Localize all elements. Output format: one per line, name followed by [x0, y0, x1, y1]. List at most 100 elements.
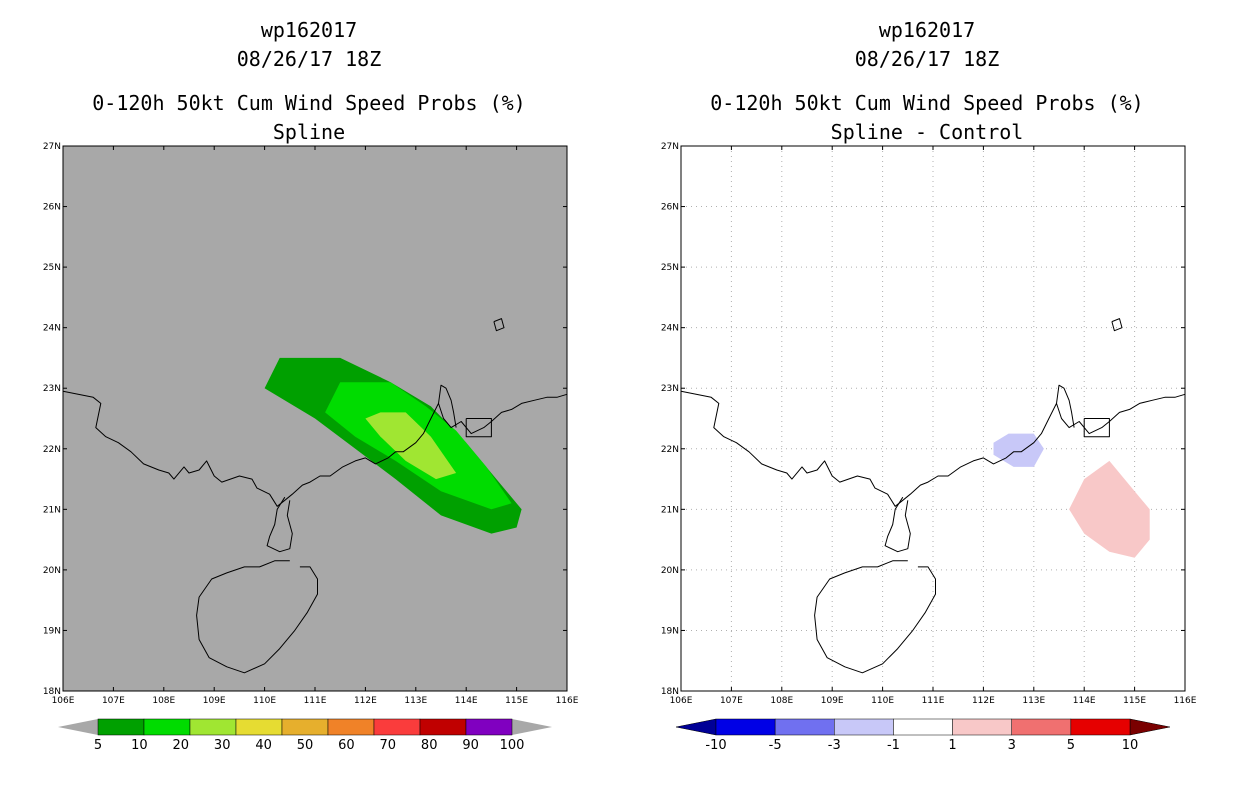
y-tick-label: 23N	[661, 384, 679, 394]
y-tick-label: 27N	[661, 142, 679, 152]
colorbar-label: 60	[338, 738, 355, 753]
colorbar-label: 10	[131, 738, 148, 753]
colorbar-segment	[952, 718, 1012, 736]
colorbar-segment	[419, 718, 467, 736]
x-tick-label: 108E	[152, 696, 175, 706]
y-tick-label: 21N	[661, 505, 679, 515]
colorbar-segment	[281, 718, 329, 736]
x-tick-label: 112E	[972, 696, 995, 706]
x-tick-label: 112E	[354, 696, 377, 706]
contour-level--1	[993, 433, 1044, 467]
colorbar-end-low	[675, 718, 717, 736]
y-tick-label: 26N	[43, 203, 61, 213]
colorbar-segment	[189, 718, 237, 736]
x-tick-label: 109E	[203, 696, 226, 706]
colorbar-label: 5	[1067, 738, 1075, 753]
coastline	[196, 560, 318, 674]
colorbar-label: 50	[297, 738, 314, 753]
coastline	[266, 496, 293, 553]
y-tick-label: 24N	[661, 324, 679, 334]
panel-datetime: 08/26/17 18Z	[855, 47, 1000, 71]
colorbar-segment	[235, 718, 283, 736]
panel-title: 0-120h 50kt Cum Wind Speed Probs (%)	[710, 91, 1143, 115]
x-tick-label: 116E	[556, 696, 579, 706]
coastline	[465, 418, 492, 438]
coastline	[884, 496, 911, 553]
colorbar-label: 30	[214, 738, 231, 753]
y-tick-label: 25N	[661, 263, 679, 273]
x-tick-label: 116E	[1174, 696, 1197, 706]
x-tick-label: 113E	[1022, 696, 1045, 706]
y-tick-label: 19N	[661, 626, 679, 636]
colorbar-end-high	[512, 719, 552, 735]
colorbar-label: -1	[887, 738, 900, 753]
coastline	[493, 318, 505, 332]
colorbar: -10 -5 -3 -1 1 3 5 10	[675, 718, 1171, 753]
coastline	[680, 390, 1186, 507]
colorbar-label: 70	[380, 738, 397, 753]
colorbar-segment	[143, 718, 191, 736]
x-tick-label: 111E	[304, 696, 327, 706]
colorbar-segment	[1011, 718, 1072, 736]
x-tick-label: 110E	[253, 696, 276, 706]
x-tick-label: 111E	[922, 696, 945, 706]
panel-title: 0-120h 50kt Cum Wind Speed Probs (%)	[92, 91, 525, 115]
panel-subtitle: Spline - Control	[831, 120, 1024, 144]
y-tick-label: 23N	[43, 384, 61, 394]
colorbar-label: 10	[1122, 738, 1139, 753]
colorbar-segment	[893, 718, 953, 736]
x-tick-label: 106E	[52, 696, 75, 706]
colorbar-label: -5	[769, 738, 782, 753]
y-tick-label: 18N	[661, 687, 679, 697]
y-tick-label: 19N	[43, 626, 61, 636]
y-tick-label: 24N	[43, 324, 61, 334]
panel-storm-id: wp162017	[879, 18, 975, 42]
y-tick-label: 20N	[43, 566, 61, 576]
y-tick-label: 26N	[661, 203, 679, 213]
coastline	[814, 560, 936, 674]
colorbar-label: 3	[1008, 738, 1016, 753]
colorbar-label: 20	[173, 738, 190, 753]
panel-storm-id: wp162017	[261, 18, 357, 42]
colorbar-label: 5	[94, 738, 102, 753]
x-tick-label: 108E	[770, 696, 793, 706]
colorbar-end-low	[58, 719, 98, 735]
y-tick-label: 20N	[661, 566, 679, 576]
colorbar-label: 40	[255, 738, 272, 753]
coastline	[438, 384, 457, 428]
y-tick-label: 22N	[43, 445, 61, 455]
y-tick-label: 21N	[43, 505, 61, 515]
coastline	[1056, 384, 1075, 428]
colorbar-segment	[834, 718, 894, 736]
y-tick-label: 22N	[661, 445, 679, 455]
x-tick-label: 115E	[505, 696, 528, 706]
panel-datetime: 08/26/17 18Z	[237, 47, 382, 71]
coastline	[1111, 318, 1123, 332]
colorbar-segment	[373, 718, 421, 736]
panel-subtitle: Spline	[273, 120, 345, 144]
colorbar-segment	[465, 718, 513, 736]
colorbar-label: -10	[705, 738, 726, 753]
colorbar-label: 1	[948, 738, 956, 753]
y-tick-label: 25N	[43, 263, 61, 273]
x-tick-label: 107E	[102, 696, 125, 706]
x-tick-label: 107E	[720, 696, 743, 706]
coastline	[62, 390, 568, 507]
panel-spline: wp162017 08/26/17 18Z 0-120h 50kt Cum Wi…	[43, 18, 579, 753]
colorbar-segment	[97, 718, 145, 736]
colorbar-label: 80	[421, 738, 438, 753]
coastline	[1083, 418, 1110, 438]
colorbar-segment	[774, 718, 835, 736]
x-tick-label: 109E	[821, 696, 844, 706]
x-tick-label: 114E	[455, 696, 478, 706]
colorbar-end-high	[1129, 718, 1171, 736]
colorbar: 5 10 20 30 40 50 60 70 80 90 100	[58, 718, 552, 753]
x-tick-label: 106E	[670, 696, 693, 706]
y-tick-label: 18N	[43, 687, 61, 697]
x-tick-label: 113E	[404, 696, 427, 706]
panel-spline-minus-control: wp162017 08/26/17 18Z 0-120h 50kt Cum Wi…	[661, 18, 1197, 753]
x-tick-label: 114E	[1073, 696, 1096, 706]
colorbar-segment	[1070, 718, 1131, 736]
colorbar-segment	[327, 718, 375, 736]
